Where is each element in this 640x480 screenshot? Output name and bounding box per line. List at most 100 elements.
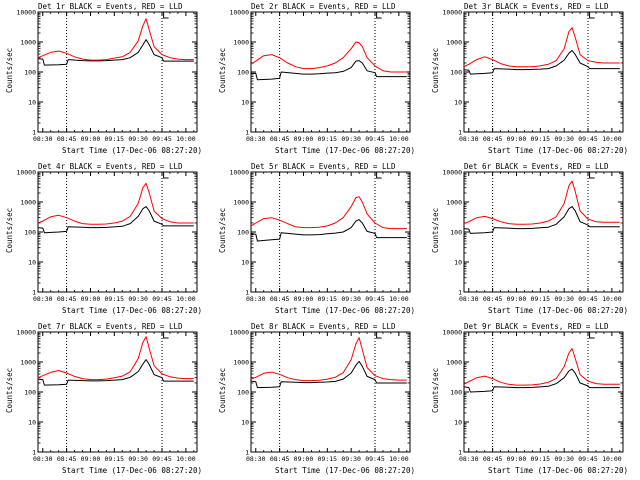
x-axis-label: Start Time (17-Dec-06 08:27:20) [275,146,415,155]
y-tick-label: 1 [458,289,462,297]
chart-panel-8: Det 8r BLACK = Events, RED = LLD Start Ti… [213,320,426,480]
y-tick-label: 1000 [446,39,462,47]
lld-series-line [463,348,620,386]
x-tick-label: 08:30 [33,295,53,303]
x-tick-label: 09:00 [81,455,101,463]
x-axis-label: Start Time (17-Dec-06 08:27:20) [488,466,628,475]
y-tick-label: 1000 [20,359,36,367]
chart-panel-1: Det 1r BLACK = Events, RED = LLD Start Ti… [0,0,213,160]
x-tick-label: 09:00 [507,295,527,303]
lld-series-line [463,180,620,225]
y-tick-label: 100 [24,389,36,397]
x-tick-label: 09:45 [578,455,598,463]
chart-panel-6: Det 6r BLACK = Events, RED = LLD Start Ti… [426,160,639,320]
range-bracket-mark [589,12,595,19]
y-tick-label: 1000 [446,359,462,367]
chart-panel-9: Det 9r BLACK = Events, RED = LLD Start Ti… [426,320,639,480]
x-tick-label: 09:30 [128,455,148,463]
events-series-line [251,60,407,81]
x-tick-label: 09:45 [578,135,598,143]
x-tick-label: 08:30 [246,455,266,463]
x-tick-label: 09:15 [105,135,125,143]
y-tick-label: 10 [28,419,36,427]
y-tick-label: 10 [454,259,462,267]
x-tick-label: 09:30 [554,455,574,463]
x-tick-label: 10:00 [176,455,196,463]
x-tick-label: 09:30 [554,135,574,143]
x-tick-label: 10:00 [389,455,409,463]
x-axis-label: Start Time (17-Dec-06 08:27:20) [62,466,202,475]
events-series-line [251,219,407,242]
x-axis-label: Start Time (17-Dec-06 08:27:20) [62,306,202,315]
plot-frame [250,11,411,133]
y-tick-label: 1000 [233,359,249,367]
y-tick-label: 10 [454,99,462,107]
plot-area: 1 10 100 1000 10000 08:30 08:45 09:00 09:15 09:30… [229,329,411,463]
y-tick-label: 1 [245,129,249,137]
range-bracket-mark [376,332,382,339]
y-tick-label: 10 [28,99,36,107]
y-tick-label: 100 [237,389,249,397]
y-tick-label: 10000 [16,9,36,17]
lld-series-line [37,336,194,381]
y-tick-label: 10 [28,259,36,267]
x-tick-label: 09:15 [531,135,551,143]
range-bracket-mark [589,172,595,179]
x-tick-label: 08:30 [459,135,479,143]
chart-title: Det 4r BLACK = Events, RED = LLD [38,162,183,171]
x-tick-label: 09:15 [318,295,338,303]
x-tick-label: 08:45 [270,135,290,143]
x-tick-label: 09:00 [81,135,101,143]
y-tick-label: 100 [450,229,462,237]
x-axis-label: Start Time (17-Dec-06 08:27:20) [275,306,415,315]
x-tick-label: 09:15 [531,295,551,303]
plot-frame [250,171,411,293]
chart-title: Det 5r BLACK = Events, RED = LLD [251,162,396,171]
x-tick-label: 08:45 [483,295,503,303]
chart-panel-3: Det 3r BLACK = Events, RED = LLD Start Ti… [426,0,639,160]
y-tick-label: 1000 [233,39,249,47]
x-tick-label: 08:45 [270,455,290,463]
x-axis-label: Start Time (17-Dec-06 08:27:20) [275,466,415,475]
lld-series-line [250,196,407,230]
x-tick-label: 08:45 [57,295,77,303]
events-series-line [37,39,194,66]
chart-panel-7: Det 7r BLACK = Events, RED = LLD Start Ti… [0,320,213,480]
x-tick-label: 10:00 [176,135,196,143]
y-tick-label: 10000 [16,169,36,177]
plot-area: 1 10 100 1000 10000 08:30 08:45 09:00 09:15 09:30… [442,329,624,463]
lld-series-line [37,18,194,61]
y-tick-label: 10 [454,419,462,427]
plot-area: 1 10 100 1000 10000 08:30 08:45 09:00 09:15 09:30… [16,329,198,463]
y-tick-label: 1000 [233,199,249,207]
x-tick-label: 09:00 [294,455,314,463]
y-tick-label: 1 [458,449,462,457]
x-tick-label: 08:30 [459,295,479,303]
y-tick-label: 1 [245,289,249,297]
x-tick-label: 08:45 [483,135,503,143]
chart-title: Det 9r BLACK = Events, RED = LLD [464,322,609,331]
x-tick-label: 10:00 [389,295,409,303]
x-tick-label: 09:45 [365,135,385,143]
x-tick-label: 09:00 [81,295,101,303]
x-tick-label: 08:45 [57,135,77,143]
lld-series-line [250,41,407,73]
x-tick-label: 08:30 [246,135,266,143]
plot-area: 1 10 100 1000 10000 08:30 08:45 09:00 09:15 09:30… [442,169,624,303]
x-tick-label: 09:45 [152,455,172,463]
chart-title: Det 3r BLACK = Events, RED = LLD [464,2,609,11]
x-tick-label: 09:30 [341,295,361,303]
x-tick-label: 09:15 [105,455,125,463]
chart-title: Det 6r BLACK = Events, RED = LLD [464,162,609,171]
plot-frame [463,331,624,453]
x-tick-label: 09:30 [341,135,361,143]
x-tick-label: 08:30 [33,135,53,143]
x-tick-label: 09:15 [318,135,338,143]
y-tick-label: 10 [241,419,249,427]
x-tick-label: 09:30 [128,135,148,143]
x-axis-label: Start Time (17-Dec-06 08:27:20) [62,146,202,155]
plot-area: 1 10 100 1000 10000 08:30 08:45 09:00 09:15 09:30… [16,9,198,143]
x-tick-label: 08:30 [246,295,266,303]
y-tick-label: 10000 [16,329,36,337]
x-tick-label: 09:45 [578,295,598,303]
